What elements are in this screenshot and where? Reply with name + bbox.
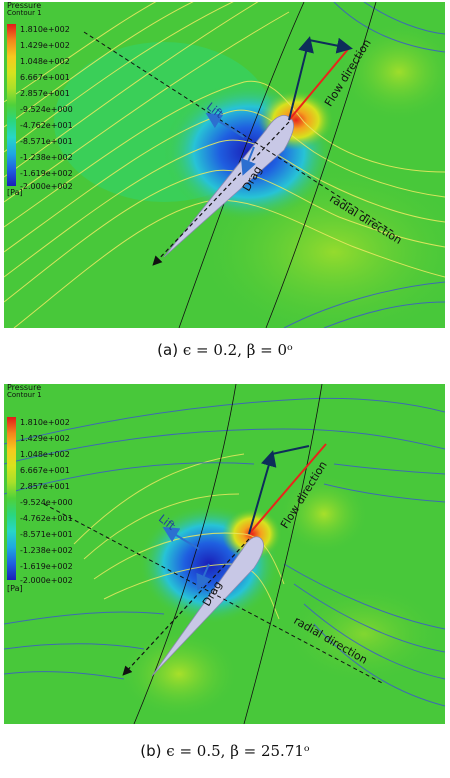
contour-panel-a: Pressure Contour 1 1.810e+002 1.429e+002…	[4, 2, 445, 328]
lift-arrow	[162, 526, 200, 550]
legend-level: 6.667e+001	[20, 466, 70, 475]
caption-a: (a) ϵ = 0.2, β = 0ᵒ	[0, 341, 450, 359]
radial-axis	[83, 31, 395, 233]
radial-axis	[43, 503, 385, 685]
legend-level: -9.524e+000	[20, 105, 73, 114]
high-pressure-region	[222, 508, 282, 560]
legend-level: 2.857e+001	[20, 482, 70, 491]
resultant-vector	[288, 36, 314, 121]
airfoil	[151, 536, 264, 677]
legend-level: 1.810e+002	[20, 25, 70, 34]
legend-level: -4.762e+001	[20, 121, 73, 130]
color-legend-a: Pressure Contour 1 1.810e+002 1.429e+002…	[7, 2, 73, 197]
drag-arrow	[241, 146, 256, 176]
airfoil	[163, 115, 294, 258]
pressure-contour-a	[4, 2, 445, 328]
legend-unit: [Pa]	[7, 188, 23, 197]
caption-text: ϵ = 0.2, β = 0ᵒ	[182, 341, 293, 359]
legend-level: 2.857e+001	[20, 89, 70, 98]
legend-level: -2.000e+002	[20, 182, 73, 191]
chord-line	[122, 538, 250, 676]
legend-level: -2.000e+002	[20, 576, 73, 585]
legend-level: 6.667e+001	[20, 73, 70, 82]
drag-arrow	[196, 563, 212, 591]
color-legend-b: Pressure Contour 1 1.810e+002 1.429e+002…	[7, 384, 73, 593]
caption-tag: (a)	[157, 341, 179, 359]
chord-line	[152, 121, 290, 266]
legend-level: 1.048e+002	[20, 450, 70, 459]
legend-colorbar	[7, 417, 16, 580]
legend-level: -1.238e+002	[20, 153, 73, 162]
legend-level: -1.619e+002	[20, 169, 73, 178]
caption-text: ϵ = 0.5, β = 25.71ᵒ	[166, 742, 310, 760]
legend-title: Pressure	[7, 2, 42, 10]
contour-panel-b: Pressure Contour 1 1.810e+002 1.429e+002…	[4, 384, 445, 724]
pressure-contour-b	[4, 384, 445, 724]
flow-vector	[248, 443, 327, 535]
legend-level: 1.429e+002	[20, 434, 70, 443]
legend-subtitle: Contour 1	[7, 9, 42, 17]
caption-tag: (b)	[140, 742, 162, 760]
streamlines	[73, 453, 285, 620]
legend-level: -1.238e+002	[20, 546, 73, 555]
caption-b: (b) ϵ = 0.5, β = 25.71ᵒ	[0, 742, 450, 760]
streamlines	[4, 2, 445, 328]
legend-level: 1.048e+002	[20, 57, 70, 66]
legend-level: 1.429e+002	[20, 41, 70, 50]
legend-unit: [Pa]	[7, 584, 23, 593]
legend-level: -9.524e+000	[20, 498, 73, 507]
lift-arrow	[205, 112, 245, 138]
resultant-vector	[248, 450, 277, 535]
legend-level: -1.619e+002	[20, 562, 73, 571]
legend-level: -4.762e+001	[20, 514, 73, 523]
legend-colorbar	[7, 24, 16, 186]
legend-title: Pressure	[7, 384, 42, 392]
legend-level: -8.571e+001	[20, 530, 73, 539]
legend-level: 1.810e+002	[20, 418, 70, 427]
legend-subtitle: Contour 1	[7, 391, 42, 399]
flow-vector	[288, 47, 350, 121]
legend-level: -8.571e+001	[20, 137, 73, 146]
